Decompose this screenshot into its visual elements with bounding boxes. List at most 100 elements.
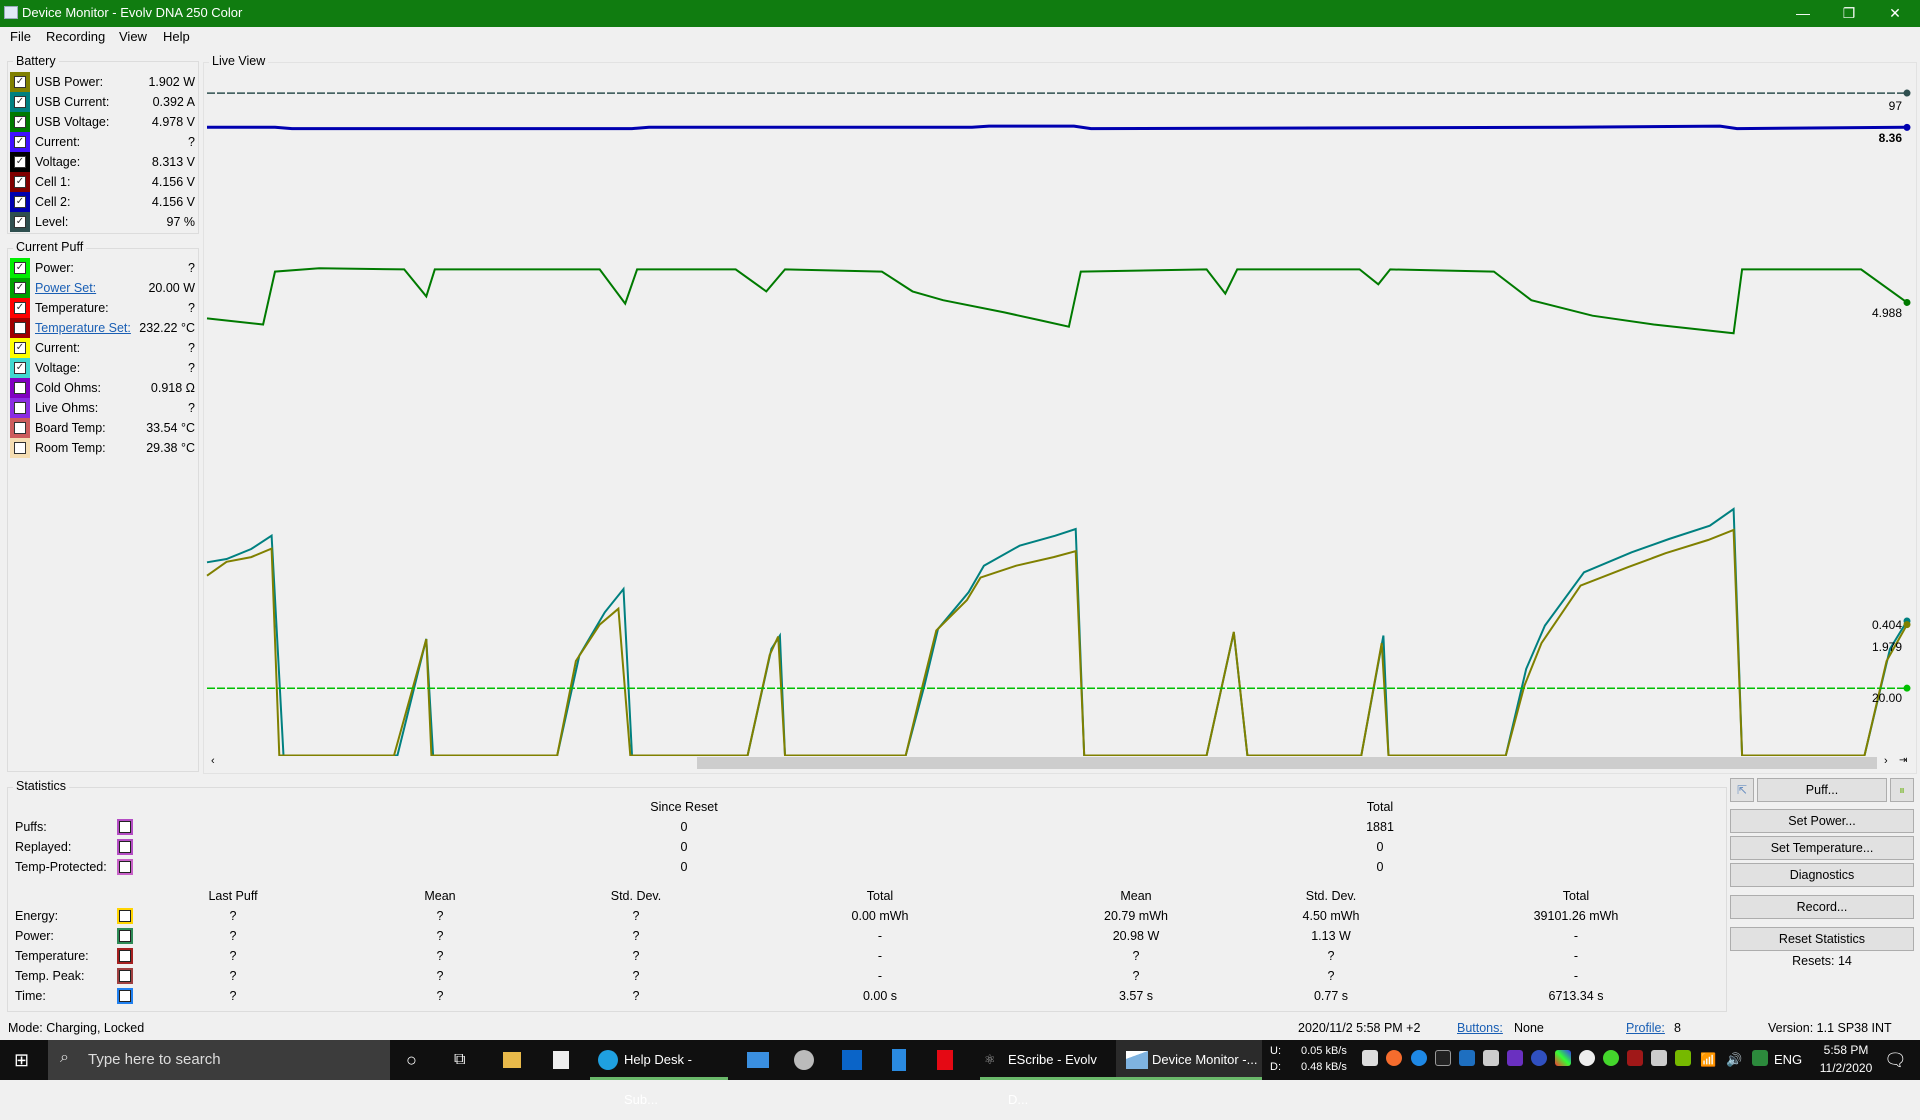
minimize-button[interactable]: — bbox=[1796, 5, 1810, 21]
checkbox-box[interactable] bbox=[119, 821, 131, 833]
taskbar-app-device-monitor[interactable]: Device Monitor -... bbox=[1116, 1040, 1262, 1080]
language-indicator[interactable]: ENG bbox=[1774, 1052, 1803, 1067]
series-toggle-checkbox[interactable]: ✓ bbox=[10, 192, 30, 212]
menu-recording[interactable]: Recording bbox=[46, 29, 106, 44]
checkbox-box[interactable] bbox=[119, 930, 131, 942]
series-toggle-checkbox[interactable] bbox=[10, 378, 30, 398]
check-icon[interactable]: ✓ bbox=[14, 96, 26, 108]
stat-series-checkbox[interactable] bbox=[117, 819, 133, 835]
series-toggle-checkbox[interactable] bbox=[10, 438, 30, 458]
file-explorer-icon[interactable] bbox=[503, 1052, 521, 1068]
discord-icon[interactable] bbox=[1362, 1050, 1378, 1066]
select-pointer-icon[interactable]: ⇱ bbox=[1730, 778, 1754, 802]
record-button[interactable]: Record... bbox=[1730, 895, 1914, 919]
checkbox-box[interactable] bbox=[14, 322, 26, 334]
notification-icon[interactable]: 🗨 bbox=[1884, 1050, 1907, 1070]
menu-file[interactable]: File bbox=[10, 29, 31, 44]
security-icon[interactable] bbox=[1752, 1050, 1768, 1066]
check-icon[interactable]: ✓ bbox=[14, 176, 26, 188]
series-toggle-checkbox[interactable]: ✓ bbox=[10, 338, 30, 358]
clock-time[interactable]: 5:58 PM bbox=[1823, 1043, 1869, 1057]
series-toggle-checkbox[interactable]: ✓ bbox=[10, 298, 30, 318]
wifi-icon[interactable]: 📶 bbox=[1700, 1052, 1717, 1067]
check-icon[interactable]: ✓ bbox=[14, 216, 26, 228]
menu-view[interactable]: View bbox=[119, 29, 147, 44]
tray-download-icon[interactable] bbox=[1459, 1050, 1475, 1066]
diagnostics-button[interactable]: Diagnostics bbox=[1730, 863, 1914, 887]
check-icon[interactable]: ✓ bbox=[14, 362, 26, 374]
netflix-icon[interactable] bbox=[937, 1050, 953, 1070]
set-temperature-button[interactable]: Set Temperature... bbox=[1730, 836, 1914, 860]
windows-start-icon[interactable]: ⊞ bbox=[14, 1050, 30, 1070]
paint-icon[interactable] bbox=[794, 1050, 814, 1070]
menu-help[interactable]: Help bbox=[163, 29, 190, 44]
series-toggle-checkbox[interactable]: ✓ bbox=[10, 278, 30, 298]
series-label[interactable]: Power Set: bbox=[35, 281, 97, 295]
series-toggle-checkbox[interactable]: ✓ bbox=[10, 92, 30, 112]
checkbox-box[interactable] bbox=[119, 990, 131, 1002]
store-icon[interactable] bbox=[553, 1051, 569, 1069]
scroll-left-arrow-icon[interactable]: ‹ bbox=[211, 755, 215, 767]
check-icon[interactable]: ✓ bbox=[14, 196, 26, 208]
checkbox-box[interactable] bbox=[14, 382, 26, 394]
series-toggle-checkbox[interactable]: ✓ bbox=[10, 258, 30, 278]
pause-icon[interactable]: ⏸ bbox=[1890, 778, 1914, 802]
rgb-icon[interactable] bbox=[1555, 1050, 1571, 1066]
series-toggle-checkbox[interactable] bbox=[10, 418, 30, 438]
check-icon[interactable]: ✓ bbox=[14, 342, 26, 354]
volume-icon[interactable]: 🔊 bbox=[1726, 1052, 1743, 1067]
search-box[interactable]: ⌕ Type here to search bbox=[48, 1040, 390, 1080]
series-toggle-checkbox[interactable]: ✓ bbox=[10, 72, 30, 92]
puff-button[interactable]: Puff... bbox=[1757, 778, 1887, 802]
checkbox-box[interactable] bbox=[14, 442, 26, 454]
stat-series-checkbox[interactable] bbox=[117, 928, 133, 944]
clock-date[interactable]: 11/2/2020 bbox=[1819, 1061, 1873, 1075]
stat-series-checkbox[interactable] bbox=[117, 859, 133, 875]
fps-monitor-icon[interactable] bbox=[1507, 1050, 1523, 1066]
phone-icon[interactable] bbox=[892, 1049, 906, 1071]
restore-button[interactable]: ❐ bbox=[1842, 5, 1856, 21]
scrollbar-thumb[interactable] bbox=[697, 757, 1877, 769]
series-label[interactable]: Temperature Set: bbox=[35, 321, 131, 335]
check-icon[interactable]: ✓ bbox=[14, 156, 26, 168]
series-toggle-checkbox[interactable]: ✓ bbox=[10, 212, 30, 232]
checkbox-box[interactable] bbox=[14, 402, 26, 414]
tray-circle-icon[interactable] bbox=[1531, 1050, 1547, 1066]
stat-series-checkbox[interactable] bbox=[117, 948, 133, 964]
profile-link[interactable]: Profile: bbox=[1626, 1021, 1665, 1035]
tray-plane-icon[interactable] bbox=[1483, 1050, 1499, 1066]
mail-icon[interactable] bbox=[747, 1052, 769, 1068]
taskbar-app-help-desk[interactable]: Help Desk - Sub... bbox=[590, 1040, 728, 1107]
cortana-icon[interactable]: ○ bbox=[406, 1050, 417, 1070]
nvidia-icon[interactable] bbox=[1675, 1050, 1691, 1066]
reset-statistics-button[interactable]: Reset Statistics bbox=[1730, 927, 1914, 951]
set-power-button[interactable]: Set Power... bbox=[1730, 809, 1914, 833]
series-toggle-checkbox[interactable] bbox=[10, 318, 30, 338]
series-toggle-checkbox[interactable]: ✓ bbox=[10, 358, 30, 378]
checkbox-box[interactable] bbox=[119, 970, 131, 982]
checkbox-box[interactable] bbox=[14, 422, 26, 434]
buttons-link[interactable]: Buttons: bbox=[1457, 1021, 1503, 1035]
checkbox-box[interactable] bbox=[119, 950, 131, 962]
check-icon[interactable]: ✓ bbox=[14, 282, 26, 294]
power-plug-icon[interactable] bbox=[1651, 1050, 1667, 1066]
series-toggle-checkbox[interactable] bbox=[10, 398, 30, 418]
checkbox-box[interactable] bbox=[119, 861, 131, 873]
checkbox-box[interactable] bbox=[119, 910, 131, 922]
stat-series-checkbox[interactable] bbox=[117, 968, 133, 984]
steelseries-icon[interactable] bbox=[1579, 1050, 1595, 1066]
chart-scrollbar[interactable]: ‹ › ⇥ bbox=[207, 755, 1907, 770]
origin-icon[interactable] bbox=[1386, 1050, 1402, 1066]
close-button[interactable]: ✕ bbox=[1889, 5, 1901, 21]
tray-red-icon[interactable] bbox=[1627, 1050, 1643, 1066]
stat-series-checkbox[interactable] bbox=[117, 839, 133, 855]
tray-app-icon[interactable] bbox=[1435, 1050, 1451, 1066]
stat-series-checkbox[interactable] bbox=[117, 988, 133, 1004]
check-icon[interactable]: ✓ bbox=[14, 116, 26, 128]
bluetooth-icon[interactable] bbox=[1411, 1050, 1427, 1066]
check-icon[interactable]: ✓ bbox=[14, 76, 26, 88]
task-view-icon[interactable]: ⧉ bbox=[454, 1051, 466, 1068]
check-icon[interactable]: ✓ bbox=[14, 302, 26, 314]
stat-series-checkbox[interactable] bbox=[117, 908, 133, 924]
checkbox-box[interactable] bbox=[119, 841, 131, 853]
